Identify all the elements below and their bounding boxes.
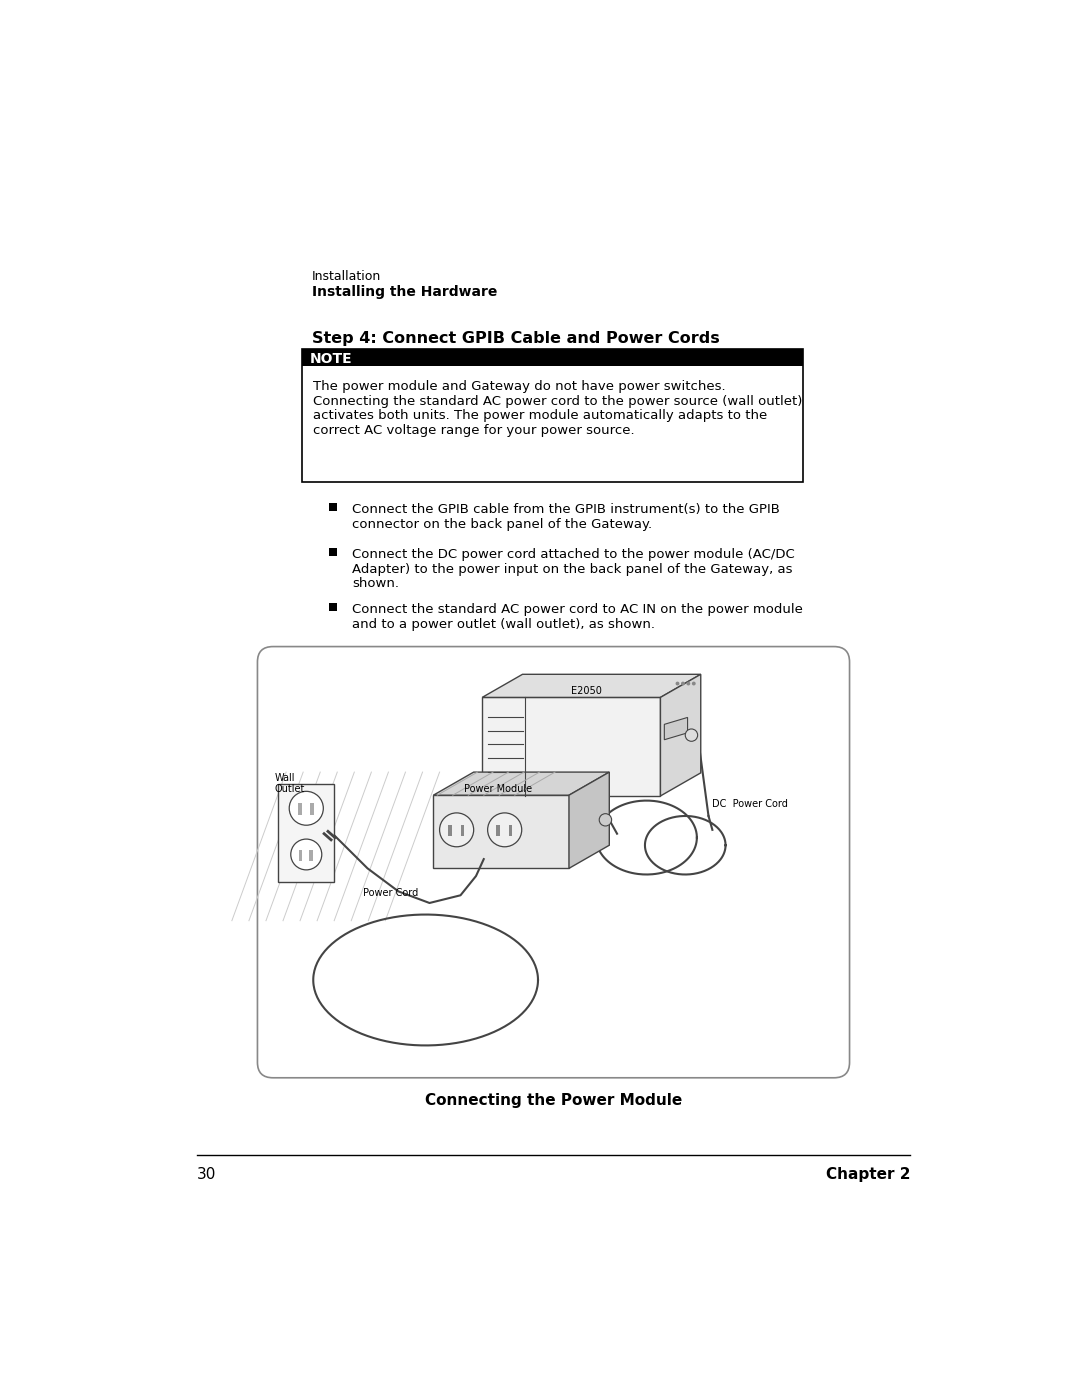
Text: Wall
Outlet: Wall Outlet (274, 773, 305, 795)
Text: Power Cord: Power Cord (363, 887, 418, 898)
Circle shape (685, 729, 698, 742)
Text: Installation: Installation (312, 270, 381, 284)
Text: Installing the Hardware: Installing the Hardware (312, 285, 497, 299)
Circle shape (681, 682, 685, 686)
Text: activates both units. The power module automatically adapts to the: activates both units. The power module a… (313, 409, 768, 422)
Polygon shape (433, 773, 609, 795)
Text: Connecting the Power Module: Connecting the Power Module (424, 1094, 683, 1108)
Circle shape (687, 682, 690, 686)
Text: shown.: shown. (352, 577, 399, 591)
Bar (309, 849, 313, 861)
Polygon shape (279, 784, 334, 882)
Text: connector on the back panel of the Gateway.: connector on the back panel of the Gatew… (352, 518, 652, 531)
Circle shape (599, 813, 611, 826)
Circle shape (291, 840, 322, 870)
Bar (301, 349, 804, 366)
Polygon shape (482, 697, 661, 796)
Text: Connect the GPIB cable from the GPIB instrument(s) to the GPIB: Connect the GPIB cable from the GPIB ins… (352, 503, 780, 517)
Bar (310, 803, 314, 816)
Bar (328, 503, 337, 511)
Polygon shape (664, 718, 688, 740)
Polygon shape (482, 675, 701, 697)
Text: Power Module: Power Module (464, 784, 532, 795)
Polygon shape (661, 675, 701, 796)
Circle shape (440, 813, 474, 847)
Circle shape (692, 682, 696, 686)
Circle shape (488, 813, 522, 847)
Text: E2050: E2050 (571, 686, 603, 696)
Bar (298, 849, 302, 861)
Text: NOTE: NOTE (309, 352, 352, 366)
Text: and to a power outlet (wall outlet), as shown.: and to a power outlet (wall outlet), as … (352, 617, 654, 631)
Polygon shape (433, 795, 569, 869)
Bar (496, 826, 500, 835)
Text: Connect the standard AC power cord to AC IN on the power module: Connect the standard AC power cord to AC… (352, 604, 802, 616)
Circle shape (289, 791, 323, 826)
Text: Connect the DC power cord attached to the power module (AC/DC: Connect the DC power cord attached to th… (352, 548, 795, 562)
Text: Step 4: Connect GPIB Cable and Power Cords: Step 4: Connect GPIB Cable and Power Cor… (312, 331, 719, 346)
Text: Adapter) to the power input on the back panel of the Gateway, as: Adapter) to the power input on the back … (352, 563, 793, 576)
Bar (460, 826, 464, 835)
Text: 30: 30 (197, 1166, 216, 1182)
Circle shape (676, 682, 679, 686)
Bar (328, 548, 337, 556)
Bar (298, 803, 301, 816)
Text: The power module and Gateway do not have power switches.: The power module and Gateway do not have… (313, 380, 726, 393)
Bar (448, 826, 451, 835)
Text: Chapter 2: Chapter 2 (825, 1166, 910, 1182)
Text: correct AC voltage range for your power source.: correct AC voltage range for your power … (313, 425, 635, 437)
Polygon shape (569, 773, 609, 869)
FancyBboxPatch shape (257, 647, 850, 1077)
Text: DC  Power Cord: DC Power Cord (713, 799, 788, 809)
Text: Connecting the standard AC power cord to the power source (wall outlet): Connecting the standard AC power cord to… (313, 395, 802, 408)
Bar (509, 826, 512, 835)
Bar (301, 349, 804, 482)
Bar (328, 604, 337, 610)
